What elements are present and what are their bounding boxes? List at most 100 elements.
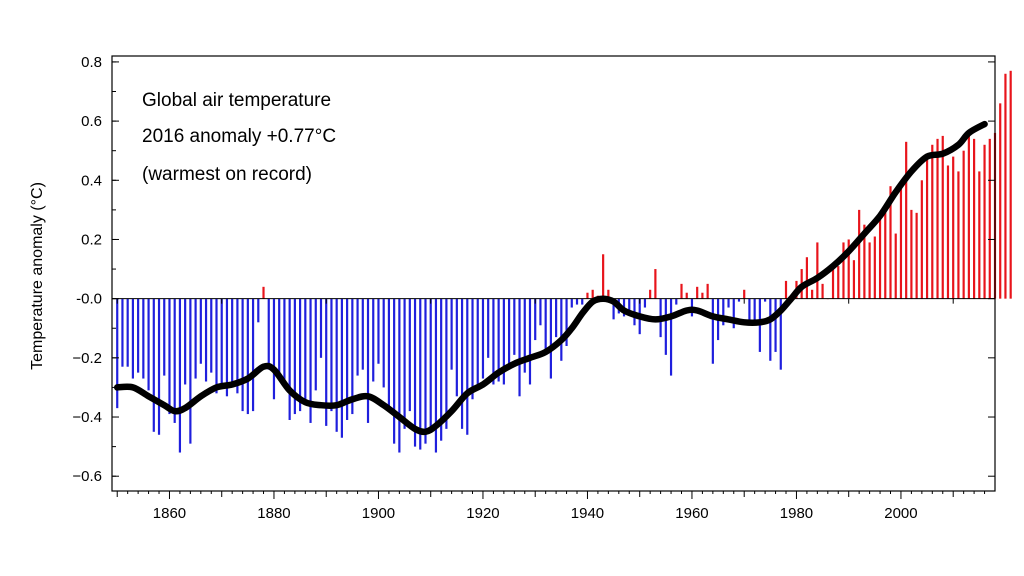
anomaly-bar: [711, 298, 714, 364]
anomaly-bar: [225, 298, 229, 397]
x-tick-label: 1960: [675, 505, 708, 522]
anomaly-bar: [121, 298, 124, 367]
anomaly-bar: [685, 292, 688, 299]
anomaly-bar: [309, 298, 312, 423]
anomaly-bar: [931, 144, 934, 299]
anomaly-bar: [570, 298, 573, 308]
x-tick-label: 1900: [362, 505, 395, 522]
anomaly-bar: [936, 138, 939, 299]
anomaly-bar: [173, 298, 176, 423]
anomaly-bar: [283, 298, 286, 385]
anomaly-bar: [654, 269, 657, 299]
anomaly-bar: [126, 298, 129, 367]
anomaly-bar: [199, 298, 202, 364]
anomaly-bar: [837, 266, 840, 299]
anomaly-bar: [278, 298, 281, 373]
anomaly-bar: [413, 298, 417, 447]
anomaly-bar: [137, 298, 140, 373]
anomaly-bar: [669, 298, 673, 376]
anomaly-bar: [534, 298, 537, 341]
anomaly-bar: [528, 298, 532, 385]
anomaly-bar: [973, 138, 976, 299]
anomaly-bar: [393, 298, 396, 444]
anomaly-bar: [1004, 73, 1007, 299]
anomaly-bar: [204, 298, 208, 382]
axis-ticks: 0.8 0.6 0.4 0.2 -0.0 −0.2 −0.4 −0.6 1860 1880 1900…: [72, 54, 995, 522]
anomaly-bar: [680, 283, 683, 299]
anomaly-bar: [288, 298, 291, 420]
annotation-note: (warmest on record): [142, 164, 312, 185]
anomaly-bar: [565, 298, 568, 346]
anomaly-bar: [424, 298, 427, 444]
y-tick-label: 0.8: [81, 54, 102, 71]
anomaly-bar: [925, 153, 929, 299]
anomaly-bar: [210, 298, 213, 373]
anomaly-bar: [821, 283, 824, 299]
anomaly-bar: [361, 298, 364, 370]
anomaly-bar: [643, 298, 647, 308]
anomaly-bar: [696, 286, 699, 299]
anomaly-bar: [152, 298, 155, 432]
anomaly-bar: [466, 298, 469, 435]
anomaly-bar: [220, 298, 223, 385]
anomaly-bar: [272, 298, 276, 400]
anomaly-bar: [189, 298, 192, 444]
anomaly-bar: [408, 298, 411, 412]
anomaly-bar: [946, 165, 950, 299]
x-tick-label: 2000: [884, 505, 917, 522]
anomaly-bar: [889, 186, 892, 299]
anomaly-bar: [784, 280, 788, 299]
anomaly-bar: [607, 289, 610, 299]
anomaly-bar: [178, 298, 182, 453]
anomaly-bar: [299, 298, 302, 412]
anomaly-bar: [555, 298, 558, 338]
anomaly-bar: [753, 298, 756, 323]
anomaly-bar: [769, 298, 772, 361]
anomaly-bar: [419, 298, 422, 450]
anomaly-bar: [293, 298, 296, 415]
anomaly-bar: [346, 298, 349, 420]
anomaly-bar: [507, 298, 511, 367]
anomaly-bar: [335, 298, 338, 432]
anomaly-bar: [157, 298, 161, 435]
x-tick-label: 1980: [780, 505, 813, 522]
annotation-title: Global air temperature: [142, 90, 331, 111]
anomaly-bar: [330, 298, 333, 412]
anomaly-bar: [831, 269, 835, 299]
anomaly-bar: [560, 298, 563, 361]
anomaly-bar: [706, 283, 709, 299]
anomaly-bar: [915, 212, 918, 299]
anomaly-bar: [257, 298, 260, 323]
anomaly-bar: [131, 298, 134, 379]
y-tick-label: 0.4: [81, 172, 102, 189]
anomaly-bar: [774, 298, 777, 352]
anomaly-bar: [356, 298, 359, 376]
anomaly-bar: [858, 209, 861, 299]
anomaly-bar: [967, 129, 970, 299]
anomaly-bar: [1009, 70, 1012, 299]
anomaly-bar: [251, 298, 255, 412]
anomaly-bar: [325, 298, 328, 426]
anomaly-bar: [602, 254, 605, 299]
anomaly-bar: [863, 224, 866, 299]
y-tick-label: -0.0: [76, 291, 102, 308]
anomaly-bar: [878, 218, 882, 299]
anomaly-bar: [737, 298, 741, 302]
anomaly-bar: [983, 144, 986, 299]
anomaly-bar: [372, 298, 375, 382]
anomaly-bar: [377, 298, 380, 364]
anomaly-bar: [779, 298, 782, 370]
anomaly-bar: [722, 298, 725, 326]
anomaly-bar: [241, 298, 244, 412]
anomaly-bar: [445, 298, 448, 429]
anomaly-bar: [764, 298, 767, 302]
anomaly-bar: [492, 298, 495, 385]
anomaly-bar: [267, 298, 270, 370]
anomaly-bar: [575, 298, 579, 305]
anomaly-bar: [440, 298, 443, 441]
anomaly-bar: [513, 298, 516, 355]
anomaly-bar: [147, 298, 150, 391]
anomaly-bar: [340, 298, 343, 438]
anomaly-bar: [894, 233, 897, 299]
x-tick-label: 1880: [257, 505, 290, 522]
